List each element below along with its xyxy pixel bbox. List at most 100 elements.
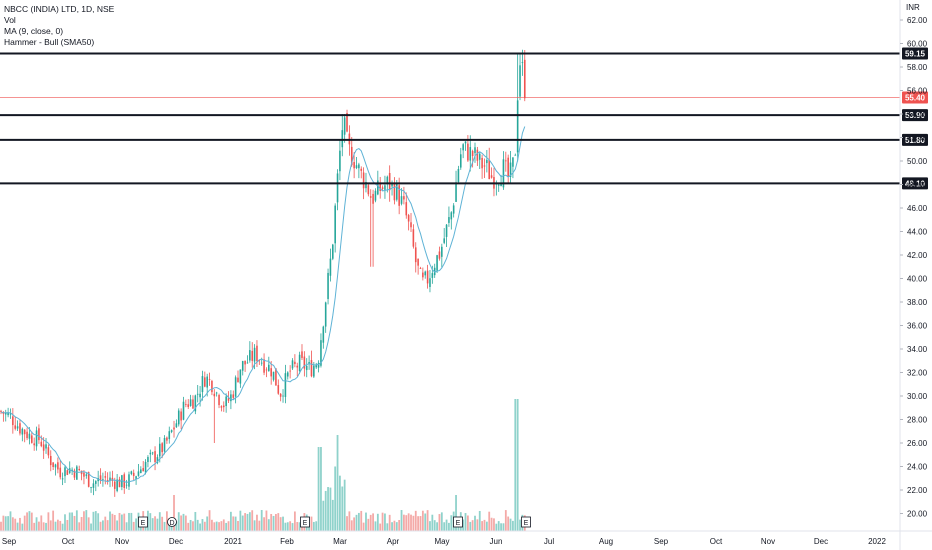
volume-bar <box>151 518 154 531</box>
event-marker-label: E <box>303 520 308 527</box>
candle <box>332 243 334 261</box>
candle <box>102 472 104 487</box>
volume-bar <box>485 521 488 531</box>
volume-bar <box>476 519 479 531</box>
volume-bar <box>469 521 472 531</box>
candle <box>445 224 448 247</box>
candle <box>507 154 509 184</box>
volume-bar <box>78 522 81 531</box>
candle <box>424 270 427 279</box>
price-tick-label: 58.00 <box>907 63 928 72</box>
candle <box>42 437 45 459</box>
volume-bar <box>4 516 7 531</box>
volume-bar <box>471 520 474 531</box>
volume-bar <box>448 522 450 531</box>
legend-pattern[interactable]: Hammer - Bull (SMA50) <box>4 37 95 47</box>
volume-bar <box>47 512 50 531</box>
volume-bar <box>201 519 204 531</box>
level-label: 51.80 <box>905 136 926 145</box>
volume-bar <box>128 512 130 531</box>
event-marker: E <box>138 516 148 528</box>
volume-bar <box>391 522 393 531</box>
legend-symbol[interactable]: NBCC (INDIA) LTD, 1D, NSE <box>4 4 115 14</box>
time-tick-label: 2022 <box>868 537 886 546</box>
volume-bar <box>234 516 237 531</box>
volume-bar <box>341 486 344 531</box>
last-price: 55.40 <box>0 91 928 104</box>
volume-bar <box>68 512 71 531</box>
time-tick-label: Oct <box>62 537 75 546</box>
volume-bar <box>135 518 137 531</box>
candle <box>149 449 152 463</box>
volume-bar <box>59 520 62 531</box>
candle <box>16 420 19 431</box>
candle <box>38 424 40 444</box>
candle <box>137 464 140 477</box>
volume-bar <box>120 514 123 531</box>
candle <box>360 166 363 179</box>
volume-bar <box>0 521 2 531</box>
price-tick-label: 36.00 <box>907 322 928 331</box>
candle <box>263 353 265 376</box>
volume-bar <box>61 523 64 531</box>
volume-bar <box>149 513 152 531</box>
candle <box>4 409 7 422</box>
candle <box>99 468 102 484</box>
legend-volume[interactable]: Vol <box>4 15 16 25</box>
time-axis[interactable]: Sep Oct Nov Dec 2021 Feb Mar Apr May Jun Jul Aug Sep… <box>0 530 932 546</box>
volume-bar <box>343 479 346 531</box>
candle <box>268 356 270 372</box>
horizontal-levels[interactable]: 59.15 53.90 51.80 48.10 55.40 <box>0 47 928 190</box>
volume-bar <box>199 523 201 531</box>
volume-bar <box>379 523 382 531</box>
legend-ma[interactable]: MA (9, close, 0) <box>4 26 64 36</box>
price-axis[interactable]: INR 20.00 22.00 24.00 26.00 28.00 30.00 32.00 34… <box>899 0 928 550</box>
candle <box>296 362 299 377</box>
volume-bar <box>211 519 213 531</box>
candle <box>31 431 33 444</box>
volume-bar <box>355 514 358 531</box>
candle <box>109 471 111 488</box>
volume-bar <box>116 520 119 531</box>
volume-bar <box>504 510 507 531</box>
price-tick-label: 48.00 <box>907 181 928 190</box>
volume-bar <box>336 435 339 531</box>
volume-bar <box>80 517 83 531</box>
candle <box>135 475 137 485</box>
candle <box>154 446 156 471</box>
volume-bar <box>388 514 391 531</box>
event-marker-label: E <box>524 520 529 527</box>
candle <box>192 395 194 409</box>
volume-bar <box>410 514 412 531</box>
price-tick-label: 20.00 <box>907 510 928 519</box>
candle <box>116 474 118 493</box>
time-tick-label: Jul <box>544 537 554 546</box>
candle <box>66 469 69 476</box>
candle <box>201 370 204 401</box>
price-tick-label: 26.00 <box>907 439 928 448</box>
volume-bar <box>239 510 242 531</box>
candle <box>464 141 467 151</box>
candle <box>265 367 268 378</box>
volume-bar <box>483 519 486 531</box>
candle <box>509 151 512 185</box>
candle <box>346 109 348 133</box>
candle <box>407 213 410 231</box>
volume-bar <box>194 511 197 531</box>
volume-bar <box>83 511 85 531</box>
volume-bar <box>275 514 277 531</box>
volume-bar <box>123 513 126 531</box>
candle <box>244 360 246 372</box>
price-tick-label: 46.00 <box>907 204 928 213</box>
volume-bar <box>360 510 363 531</box>
candle <box>12 408 14 434</box>
candle <box>14 416 17 431</box>
time-tick-label: Nov <box>761 537 775 546</box>
volume-bar <box>180 515 183 531</box>
event-marker: E <box>521 516 531 528</box>
candle <box>52 462 54 470</box>
candle <box>417 258 419 275</box>
candle <box>512 157 514 179</box>
